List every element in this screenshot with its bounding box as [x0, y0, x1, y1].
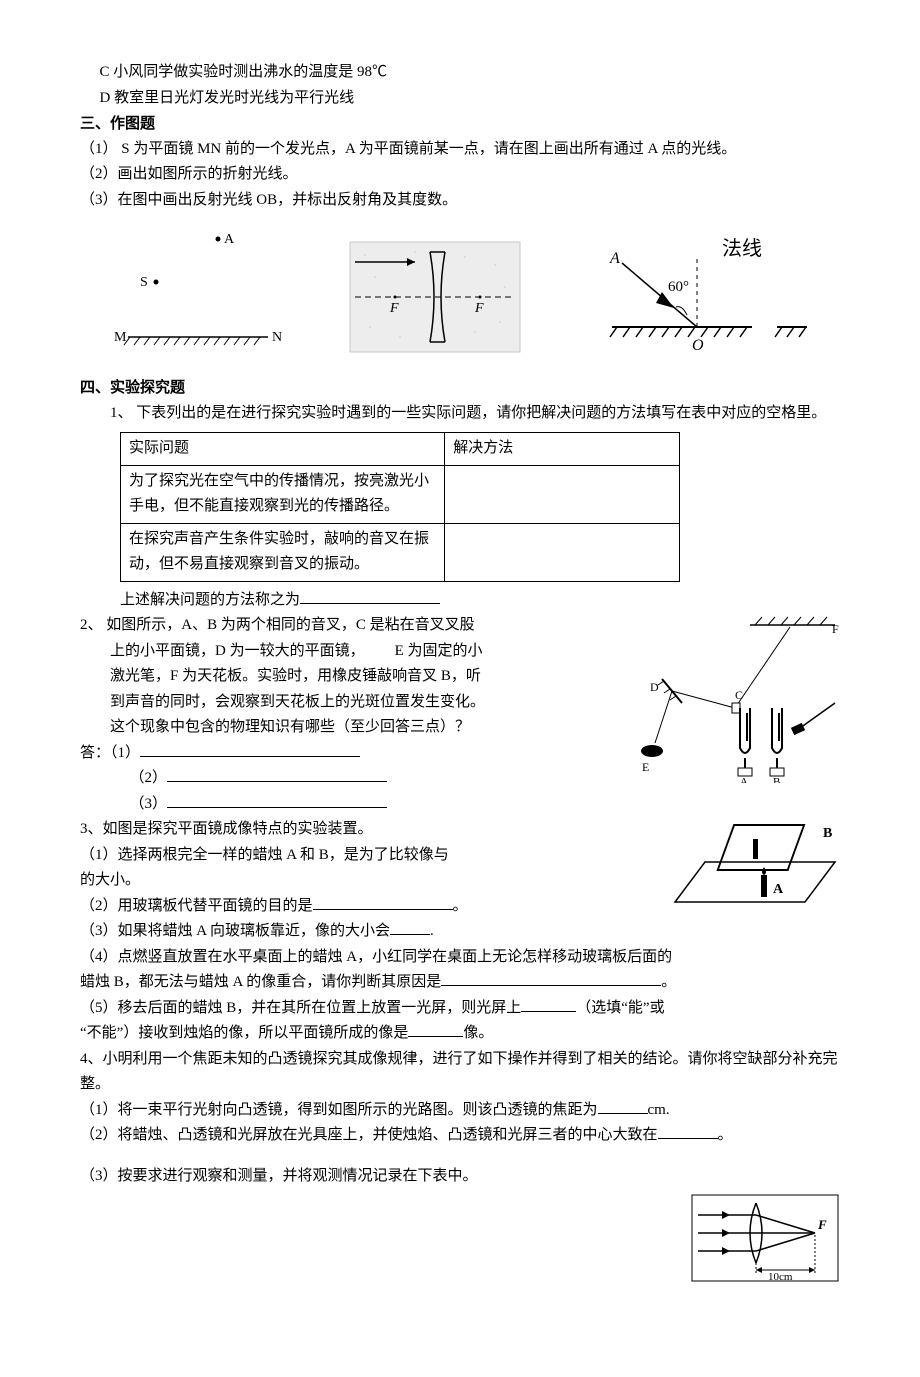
- ans-label-1: 答：（1）: [80, 745, 140, 761]
- table-row: 在探究声音产生条件实验时，敲响的音叉在振动，但不易直接观察到音叉的振动。: [121, 523, 680, 581]
- ans-label-3: （3）: [130, 796, 168, 812]
- table-row: 为了探究光在空气中的传播情况，按亮激光小手电，但不能直接观察到光的传播路径。: [121, 465, 680, 523]
- blank: [300, 588, 440, 604]
- label-normal: 法线: [722, 237, 762, 260]
- label-a-candle: A: [773, 882, 784, 897]
- blank: [658, 1123, 718, 1139]
- tuning-fork-svg: F D E C A: [640, 613, 840, 783]
- q4-3-5c: “不能”）接收到烛焰的像，所以平面镜所成的像是: [80, 1025, 408, 1041]
- q4-3-5-line2: “不能”）接收到烛焰的像，所以平面镜所成的像是 像。: [80, 1021, 840, 1047]
- q4-4-1-post: cm.: [648, 1102, 670, 1118]
- q4-1-intro: 1、 下表列出的是在进行探究实验时遇到的一些实际问题，请你把解决问题的方法填写在…: [80, 401, 840, 427]
- q4-3-3-post: .: [430, 923, 434, 939]
- blank: [598, 1098, 648, 1114]
- q3-1: （1） S 为平面镜 MN 前的一个发光点，A 为平面镜前某一点，请在图上画出所…: [80, 137, 840, 163]
- table-footer-text: 上述解决问题的方法称之为: [120, 592, 300, 608]
- q4-4-2-pre: （2）将蜡烛、凸透镜和光屏放在光具座上，并使烛焰、凸透镜和光屏三者的中心大致在: [80, 1127, 658, 1143]
- diagram-plane-mirror: B A: [665, 817, 840, 927]
- blank: [521, 996, 576, 1012]
- diagram-convex-lens: F 10cm: [690, 1193, 840, 1293]
- q4-3-4-line2: 蜡烛 B，都无法与蜡烛 A 的像重合，请你判断其原因是 。: [80, 970, 840, 996]
- answer-3: （3）: [80, 792, 840, 818]
- label-a-ray: A: [609, 250, 620, 267]
- label-n: N: [272, 330, 282, 345]
- label-angle: 60°: [668, 279, 689, 295]
- diagram-mirror-mn: A S M N: [108, 227, 288, 357]
- q4-3-5a: （5）移去后面的蜡烛 B，并在其所在位置上放置一光屏，则光屏上: [80, 1000, 521, 1016]
- label-f2: F: [474, 301, 484, 316]
- cell-problem-2: 在探究声音产生条件实验时，敲响的音叉在振动，但不易直接观察到音叉的振动。: [121, 523, 445, 581]
- page: C 小风同学做实验时测出沸水的温度是 98℃ D 教室里日光灯发光时光线为平行光…: [0, 0, 920, 1377]
- mirror-mn-svg: A S M N: [108, 227, 288, 357]
- table-footer: 上述解决问题的方法称之为: [80, 588, 840, 614]
- reflection-svg: 法线 A 60°: [582, 237, 812, 357]
- label-a-fork: A: [740, 776, 748, 783]
- label-f-focus: F: [817, 1217, 827, 1232]
- q3-2: （2）画出如图所示的折射光线。: [80, 162, 840, 188]
- plane-mirror-svg: B A: [665, 817, 840, 917]
- blank: [167, 766, 387, 782]
- diagram-tuning-fork: F D E C A: [640, 613, 840, 793]
- blank: [390, 919, 430, 935]
- blank: [167, 792, 387, 808]
- label-f-ceiling: F: [832, 622, 839, 636]
- label-f1: F: [389, 301, 399, 316]
- q4-3-2-post: 。: [453, 898, 468, 914]
- label-m: M: [114, 330, 127, 345]
- label-o: O: [692, 337, 704, 354]
- q4-3-3-pre: （3）如果将蜡烛 A 向玻璃板靠近，像的大小会: [80, 923, 390, 939]
- label-10cm: 10cm: [768, 1271, 793, 1283]
- q4-4-2: （2）将蜡烛、凸透镜和光屏放在光具座上，并使烛焰、凸透镜和光屏三者的中心大致在 。: [80, 1123, 840, 1149]
- q4-3-1a: （1）选择两根完全一样的蜡烛 A 和 B，是为了比较像与: [80, 847, 449, 863]
- label-b-fork: B: [773, 776, 780, 783]
- lens-svg: F F: [345, 237, 525, 357]
- q4-3-4-line1: （4）点燃竖直放置在水平桌面上的蜡烛 A，小红同学在桌面上无论怎样移动玻璃板后面…: [80, 945, 840, 971]
- cell-problem-1: 为了探究光在空气中的传播情况，按亮激光小手电，但不能直接观察到光的传播路径。: [121, 465, 445, 523]
- th-solution: 解决方法: [445, 433, 680, 466]
- th-problem: 实际问题: [121, 433, 445, 466]
- q4-3-5d: 像。: [463, 1025, 493, 1041]
- blank: [140, 741, 360, 757]
- q4-3-4-post: 。: [661, 974, 676, 990]
- cell-solution-1: [445, 465, 680, 523]
- q4-4-2-post: 。: [718, 1127, 733, 1143]
- table-problems: 实际问题 解决方法 为了探究光在空气中的传播情况，按亮激光小手电，但不能直接观察…: [120, 432, 680, 582]
- option-c: C 小风同学做实验时测出沸水的温度是 98℃: [80, 60, 840, 86]
- ans-label-2: （2）: [130, 770, 168, 786]
- q4-4-1-pre: （1）将一束平行光射向凸透镜，得到如图所示的光路图。则该凸透镜的焦距为: [80, 1102, 598, 1118]
- q4-3-4-pre2: 蜡烛 B，都无法与蜡烛 A 的像重合，请你判断其原因是: [80, 974, 441, 990]
- blank: [408, 1021, 463, 1037]
- q4-4-intro: 4、小明利用一个焦距未知的凸透镜探究其成像规律，进行了如下操作并得到了相关的结论…: [80, 1047, 840, 1098]
- label-e: E: [642, 760, 649, 774]
- q4-4-1: （1）将一束平行光射向凸透镜，得到如图所示的光路图。则该凸透镜的焦距为 cm.: [80, 1098, 840, 1124]
- label-c: C: [735, 688, 743, 702]
- cell-solution-2: [445, 523, 680, 581]
- diagram-row-1: A S M N: [80, 227, 840, 357]
- diagram-reflection: 法线 A 60°: [582, 237, 812, 357]
- label-a: A: [224, 232, 235, 247]
- q4-4-3: （3）按要求进行观察和测量，并将观测情况记录在下表中。: [80, 1164, 840, 1190]
- blank: [441, 970, 661, 986]
- convex-lens-svg: F 10cm: [690, 1193, 840, 1283]
- label-d: D: [650, 680, 659, 694]
- section-4-title: 四、实验探究题: [80, 375, 840, 401]
- spacer: [80, 1149, 840, 1164]
- option-d: D 教室里日光灯发光时光线为平行光线: [80, 86, 840, 112]
- blank: [313, 894, 453, 910]
- q4-3-5b: （选填“能”或: [576, 1000, 664, 1016]
- q4-3-5-line1: （5）移去后面的蜡烛 B，并在其所在位置上放置一光屏，则光屏上 （选填“能”或: [80, 996, 840, 1022]
- section-3-title: 三、作图题: [80, 111, 840, 137]
- q3-3: （3）在图中画出反射光线 OB，并标出反射角及其度数。: [80, 188, 840, 214]
- label-b-candle: B: [823, 826, 832, 841]
- label-s: S: [140, 275, 148, 290]
- q4-3-2-pre: （2）用玻璃板代替平面镜的目的是: [80, 898, 313, 914]
- diagram-lens: F F: [345, 237, 525, 357]
